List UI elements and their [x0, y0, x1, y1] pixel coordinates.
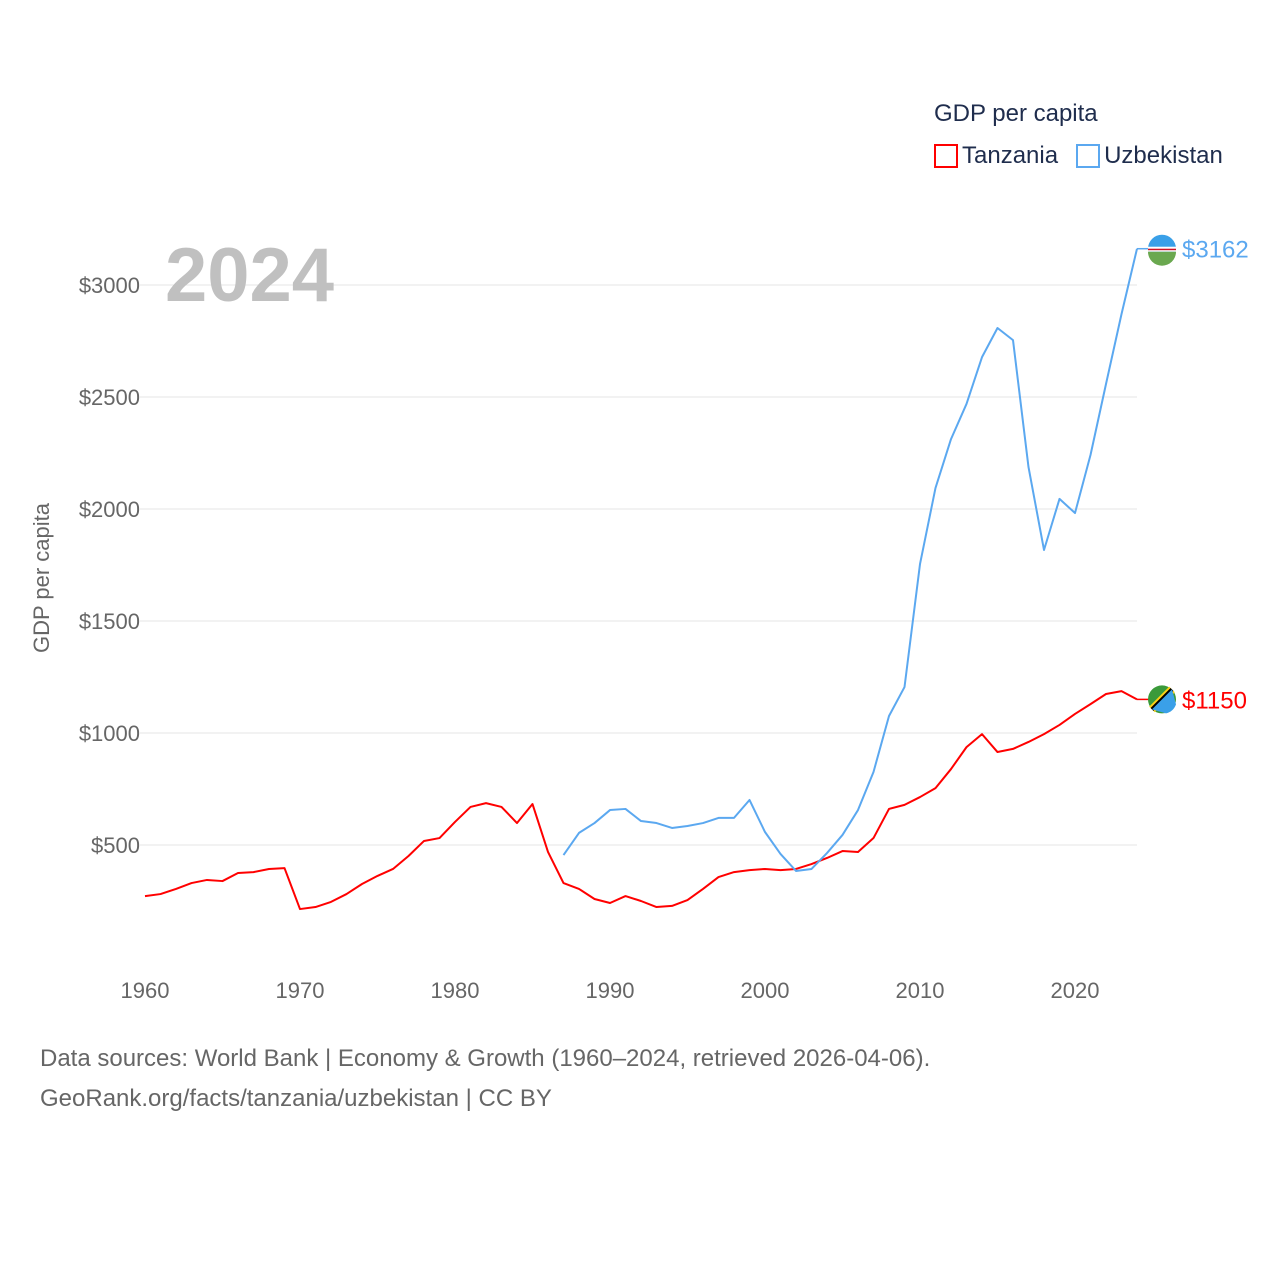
legend-label: Uzbekistan	[1104, 142, 1223, 169]
end-value-label: $1150	[1182, 687, 1247, 714]
legend-title: GDP per capita	[934, 100, 1098, 127]
y-axis-label: GDP per capita	[29, 502, 54, 654]
y-tick-label: $2000	[79, 497, 140, 522]
year-label: 2024	[165, 233, 335, 318]
x-tick-label: 1960	[121, 978, 170, 1003]
source-link[interactable]: GeoRank.org/facts/tanzania/uzbekistan | …	[40, 1085, 552, 1112]
legend: Tanzania Uzbekistan	[934, 142, 1223, 170]
legend-swatch	[934, 144, 958, 168]
legend-swatch	[1076, 144, 1101, 168]
end-value-label: $3162	[1182, 237, 1249, 264]
x-tick-label: 2000	[741, 978, 790, 1003]
legend-item-tanzania[interactable]: Tanzania	[934, 142, 1058, 170]
series-line-uzbekistan	[562, 248, 1138, 872]
y-tick-label: $1500	[79, 609, 140, 634]
source-text: Data sources: World Bank | Economy & Gro…	[40, 1045, 931, 1072]
y-tick-label: $3000	[79, 273, 140, 298]
legend-label: Tanzania	[962, 142, 1059, 169]
y-tick-label: $1000	[79, 721, 140, 746]
flag-segment	[1148, 251, 1176, 266]
x-tick-label: 1990	[586, 978, 635, 1003]
series-line-tanzania	[144, 690, 1138, 911]
flag-stripe	[1148, 248, 1176, 251]
legend-item-uzbekistan[interactable]: Uzbekistan	[1076, 142, 1223, 170]
x-tick-label: 1970	[276, 978, 325, 1003]
x-tick-label: 2020	[1051, 978, 1100, 1003]
y-tick-label: $2500	[79, 385, 140, 410]
x-tick-label: 1980	[431, 978, 480, 1003]
x-tick-label: 2010	[896, 978, 945, 1003]
y-tick-label: $500	[91, 833, 140, 858]
flag-segment	[1152, 689, 1176, 714]
